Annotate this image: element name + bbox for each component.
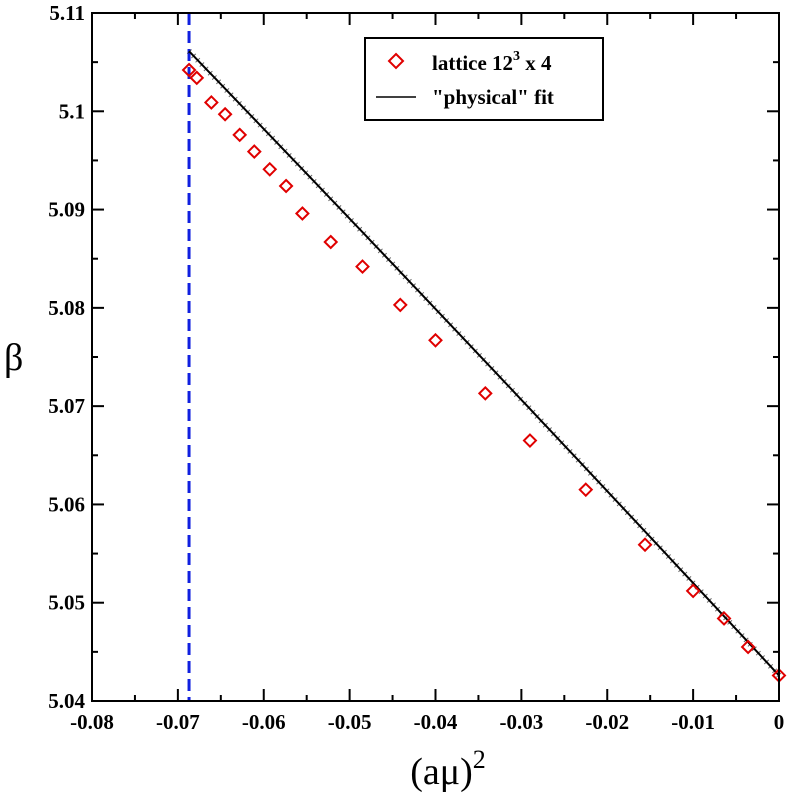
x-tick-label: -0.05 [328,710,372,734]
legend-marker-lattice [387,52,405,70]
x-tick-label: -0.03 [500,710,544,734]
x-tick-label: -0.04 [414,710,458,734]
data-point [232,127,248,143]
y-tick-label: 5.1 [59,99,85,123]
data-point [323,234,339,250]
legend-label-lattice-suffix: x 4 [520,51,552,75]
fit-error-band [186,49,782,678]
data-point [181,62,197,78]
y-tick-label: 5.06 [48,492,85,516]
x-axis-title-main: (aμ) [410,751,473,793]
legend-label-lattice-main: lattice 12 [432,51,513,75]
data-point [716,611,732,626]
data-point [203,95,219,110]
y-tick-label: 5.09 [48,198,85,222]
data-point [246,144,262,159]
data-point [578,482,594,498]
legend-box [364,37,604,121]
legend-label-lattice-superscript: 3 [513,49,520,64]
y-tick-label: 5.08 [48,296,85,320]
data-point [217,106,233,122]
data-point [428,332,443,348]
data-point [740,639,756,655]
y-tick-label: 5.04 [48,689,85,713]
x-axis-title: (aμ)2 [410,745,486,793]
data-point [189,70,205,86]
x-tick-label: -0.01 [671,710,715,734]
x-tick-label: 0 [774,710,785,734]
legend-label-lattice: lattice 123 x 4 [432,49,552,75]
data-point [477,385,493,401]
data-point [392,297,408,313]
legend: lattice 123 x 4 "physical" fit [364,37,604,121]
data-point [294,206,310,221]
y-tick-label: 5.05 [48,591,85,615]
legend-label-fit: "physical" fit [432,85,554,109]
data-point [278,178,294,194]
x-tick-label: -0.08 [70,710,114,734]
data-point [522,433,538,448]
data-point [262,161,278,177]
y-tick-label: 5.11 [49,1,85,25]
data-point [685,583,701,599]
x-tick-label: -0.07 [156,710,200,734]
data-point [355,259,370,274]
x-axis-title-superscript: 2 [473,745,486,774]
y-axis-title: β [4,337,23,379]
x-tick-label: -0.02 [585,710,629,734]
tick-layer: -0.08 -0.07 -0.06 -0.05 -0.04 -0.03 -0.02 -0.01… [48,1,784,734]
y-tick-label: 5.07 [48,394,85,418]
data-point [637,537,653,553]
x-tick-label: -0.06 [242,710,286,734]
series-layer [181,13,787,701]
